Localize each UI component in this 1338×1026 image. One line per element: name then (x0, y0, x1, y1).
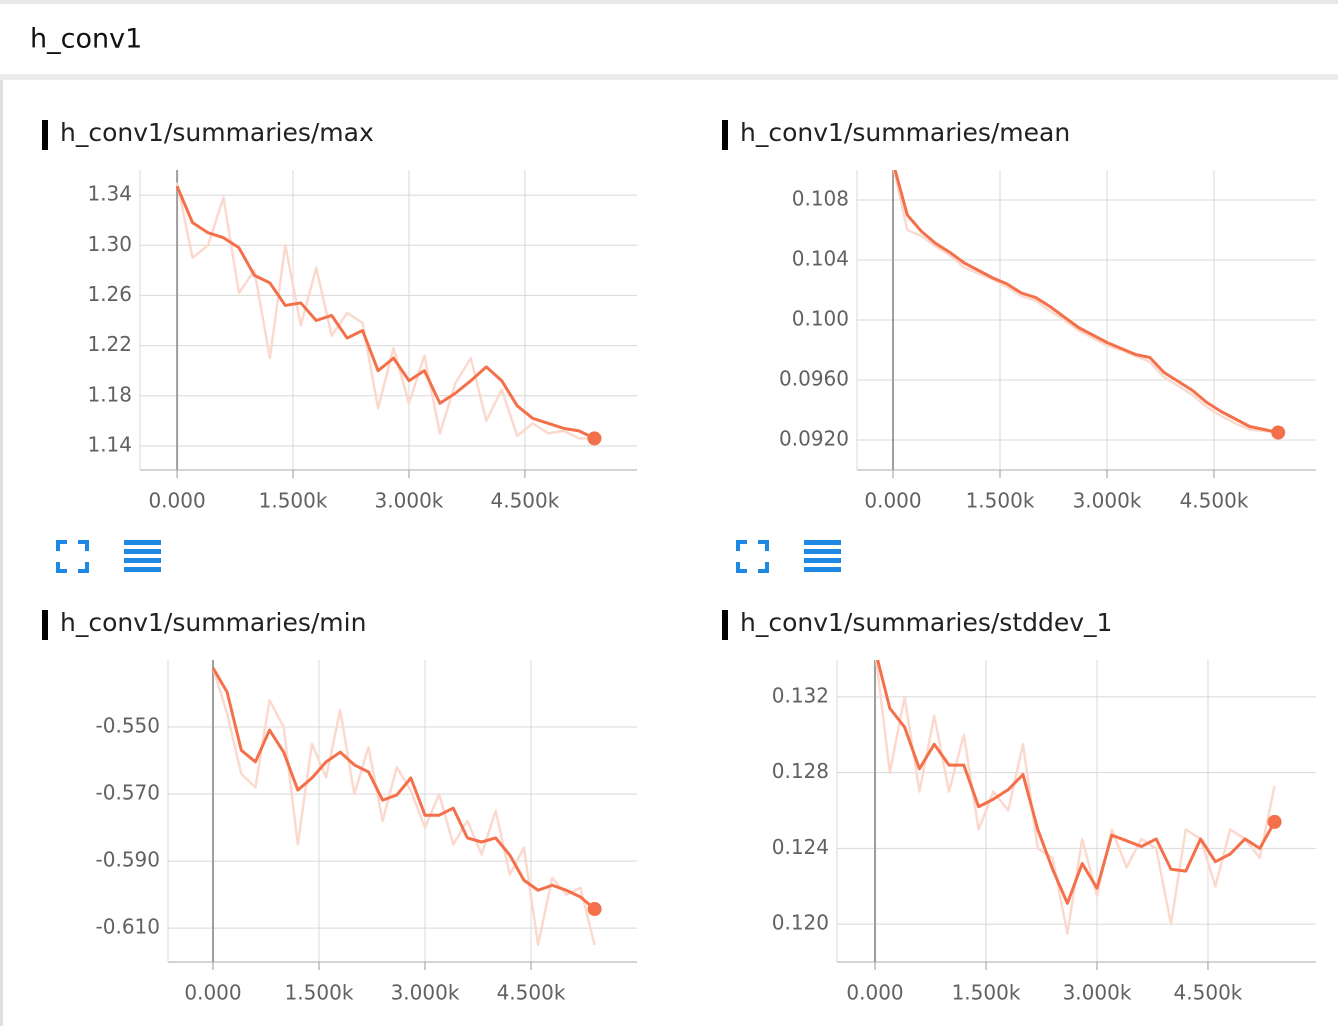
y-tick-label: 0.0960 (779, 367, 849, 391)
x-tick-label: 3.000k (1073, 489, 1142, 513)
x-tick-label: 4.500k (497, 981, 566, 1005)
y-tick-label: 0.124 (772, 835, 829, 859)
x-tick-label: 4.500k (491, 489, 560, 513)
title-marker (722, 120, 728, 150)
y-tick-label: -0.570 (96, 781, 160, 805)
series-line (175, 185, 596, 440)
list-icon[interactable] (804, 540, 841, 572)
x-tick-label: 1.500k (259, 489, 328, 513)
y-tick-label: 0.100 (792, 307, 849, 331)
y-tick-label: 0.108 (792, 187, 849, 211)
chart-title: h_conv1/summaries/mean (740, 118, 1070, 147)
last-point (1267, 814, 1282, 829)
series-line (892, 170, 1279, 434)
x-tick-label: 3.000k (1063, 981, 1132, 1005)
plot (175, 182, 602, 446)
y-tick-label: 1.22 (87, 332, 132, 356)
x-tick-label: 4.500k (1174, 981, 1243, 1005)
y-tick-label: 0.104 (792, 247, 849, 271)
chart-title: h_conv1/summaries/max (60, 118, 374, 147)
x-tick-label: 1.500k (966, 489, 1035, 513)
plot (875, 660, 1282, 935)
y-tick-label: 0.120 (772, 911, 829, 935)
y-tick-label: 1.34 (87, 182, 132, 206)
header-bar[interactable] (0, 4, 1338, 74)
fullscreen-icon[interactable] (56, 540, 89, 573)
icons (56, 540, 841, 573)
series-line (876, 660, 1276, 905)
last-point (587, 431, 602, 446)
series-line (211, 667, 596, 947)
y-tick-label: 0.128 (772, 759, 829, 783)
series-line (893, 170, 1279, 434)
x-tick-label: 3.000k (375, 489, 444, 513)
y-tick-label: 1.26 (87, 282, 132, 306)
chart-panel: h_conv1/summaries/mean 0.108 0.104 0.100 0.0… (722, 118, 1316, 513)
chart-title: h_conv1/summaries/min (60, 608, 366, 637)
y-tick-label: -0.550 (96, 714, 160, 738)
y-tick-label: 1.30 (87, 232, 132, 256)
top-strip (0, 0, 1338, 4)
x-tick-label: 4.500k (1180, 489, 1249, 513)
header-title[interactable]: h_conv1 (30, 24, 142, 55)
y-tick-label: 1.18 (87, 382, 132, 406)
chart-panel: h_conv1/summaries/max 1.34 1.30 1.26 1.22 1.1… (42, 118, 637, 513)
plot (211, 667, 602, 947)
header-shadow (0, 74, 1338, 80)
list-icon[interactable] (124, 540, 161, 572)
plot (892, 170, 1286, 440)
y-tick-label: -0.610 (96, 915, 160, 939)
x-tick-label: 3.000k (391, 981, 460, 1005)
series-line (211, 667, 596, 911)
chart-panel: h_conv1/summaries/stddev_1 0.132 0.128 0.12… (722, 608, 1316, 1005)
y-tick-label: 1.14 (87, 432, 132, 456)
y-tick-label: 0.0920 (779, 427, 849, 451)
fullscreen-icon[interactable] (736, 540, 769, 573)
x-tick-label: 0.000 (148, 489, 205, 513)
series-line (875, 660, 1276, 935)
title-marker (722, 610, 728, 640)
x-tick-label: 0.000 (864, 489, 921, 513)
last-point (1271, 425, 1286, 440)
chart-title: h_conv1/summaries/stddev_1 (740, 608, 1112, 637)
x-tick-label: 0.000 (184, 981, 241, 1005)
chart-panel: h_conv1/summaries/min -0.550 -0.570 -0.590 -… (42, 608, 637, 1005)
y-tick-label: 0.132 (772, 683, 829, 707)
x-tick-label: 0.000 (846, 981, 903, 1005)
x-tick-label: 1.500k (285, 981, 354, 1005)
title-marker (42, 120, 48, 150)
y-tick-label: -0.590 (96, 848, 160, 872)
x-tick-label: 1.500k (952, 981, 1021, 1005)
left-border (0, 80, 3, 1026)
title-marker (42, 610, 48, 640)
last-point (587, 902, 602, 917)
series-line (175, 182, 595, 440)
